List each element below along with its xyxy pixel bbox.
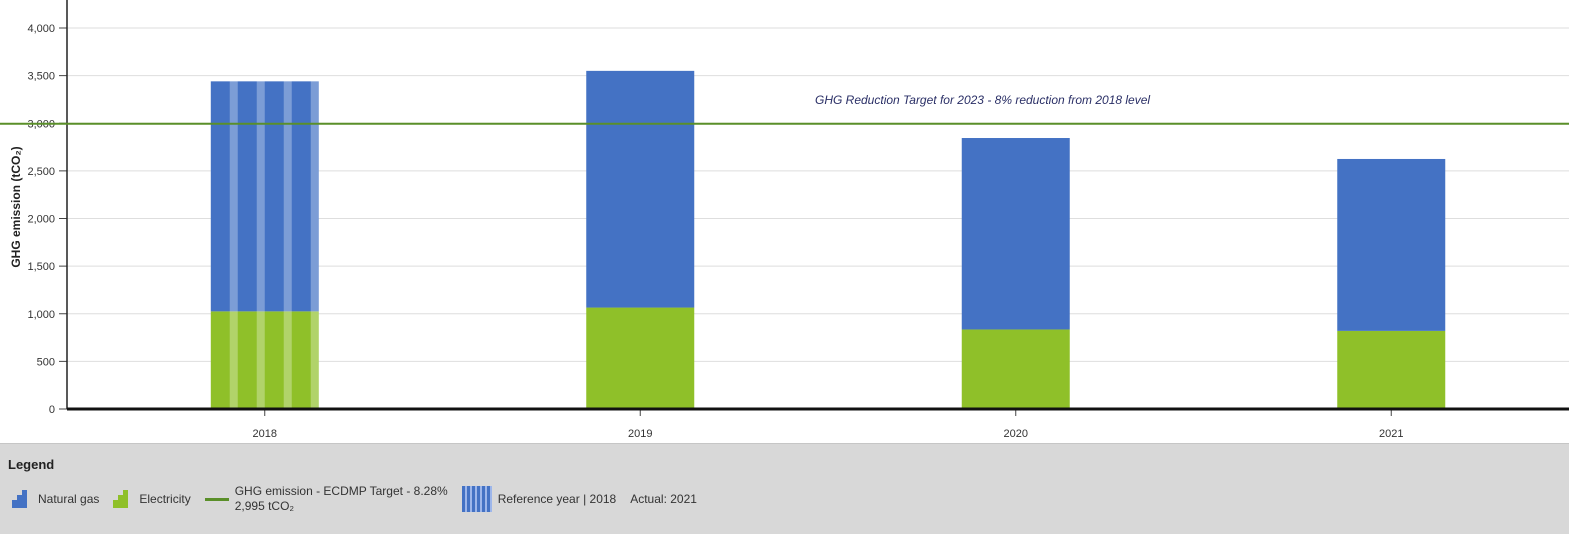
y-tick-label: 3,500	[27, 71, 55, 83]
legend-label-electricity: Electricity	[139, 492, 191, 506]
legend-item-reference[interactable]: Reference year | 2018 Actual: 2021	[461, 486, 697, 512]
x-tick-label: 2021	[1379, 428, 1403, 440]
bar-natural-gas-2021	[1337, 158, 1446, 331]
x-tick-label: 2019	[628, 428, 652, 440]
y-axis-title: GHG emission (tCO₂)	[9, 146, 23, 268]
legend-label-target-value: 2,995 tCO₂	[234, 499, 295, 513]
bar-natural-gas-2018	[210, 81, 319, 312]
y-tick-label: 0	[49, 404, 55, 416]
y-tick-label: 1,500	[27, 261, 55, 273]
legend-label-reference: Reference year | 2018	[497, 492, 617, 506]
blue-bars-icon	[12, 490, 32, 508]
bar-natural-gas-2020	[961, 138, 1070, 330]
bar-natural-gas-2019	[586, 70, 695, 308]
bar-electricity-2020	[961, 329, 1070, 409]
bar-electricity-2019	[586, 307, 695, 409]
legend-item-target[interactable]: GHG emission - ECDMP Target - 8.28% 2,99…	[204, 484, 448, 514]
legend-label-target: GHG emission - ECDMP Target - 8.28%	[234, 484, 448, 498]
bar-electricity-2018	[210, 311, 319, 409]
target-line-label: GHG Reduction Target for 2023 - 8% reduc…	[815, 93, 1151, 107]
legend-panel: Legend Natural gas Electricity GHG emiss…	[0, 443, 1569, 534]
legend-label-actual: Actual: 2021	[630, 492, 697, 506]
x-tick-label: 2018	[253, 428, 277, 440]
legend-label-natural-gas: Natural gas	[38, 492, 100, 506]
legend-item-natural-gas[interactable]: Natural gas	[12, 490, 99, 508]
y-tick-label: 2,500	[27, 166, 55, 178]
legend-title: Legend	[8, 457, 55, 472]
striped-bar-icon	[461, 486, 492, 512]
chart-plot: 05001,0001,5002,0002,5003,0003,5004,0002…	[0, 0, 1569, 440]
legend-item-electricity[interactable]: Electricity	[113, 490, 191, 508]
y-tick-label: 4,000	[27, 23, 55, 35]
y-tick-label: 500	[37, 356, 55, 368]
bar-electricity-2021	[1337, 330, 1446, 409]
chart-area: 05001,0001,5002,0002,5003,0003,5004,0002…	[0, 0, 1569, 440]
legend-items: Natural gas Electricity GHG emission - E…	[12, 484, 711, 514]
y-tick-label: 1,000	[27, 309, 55, 321]
green-bars-icon	[113, 490, 133, 508]
y-tick-label: 2,000	[27, 214, 55, 226]
green-line-icon	[204, 497, 229, 501]
x-tick-label: 2020	[1004, 428, 1028, 440]
